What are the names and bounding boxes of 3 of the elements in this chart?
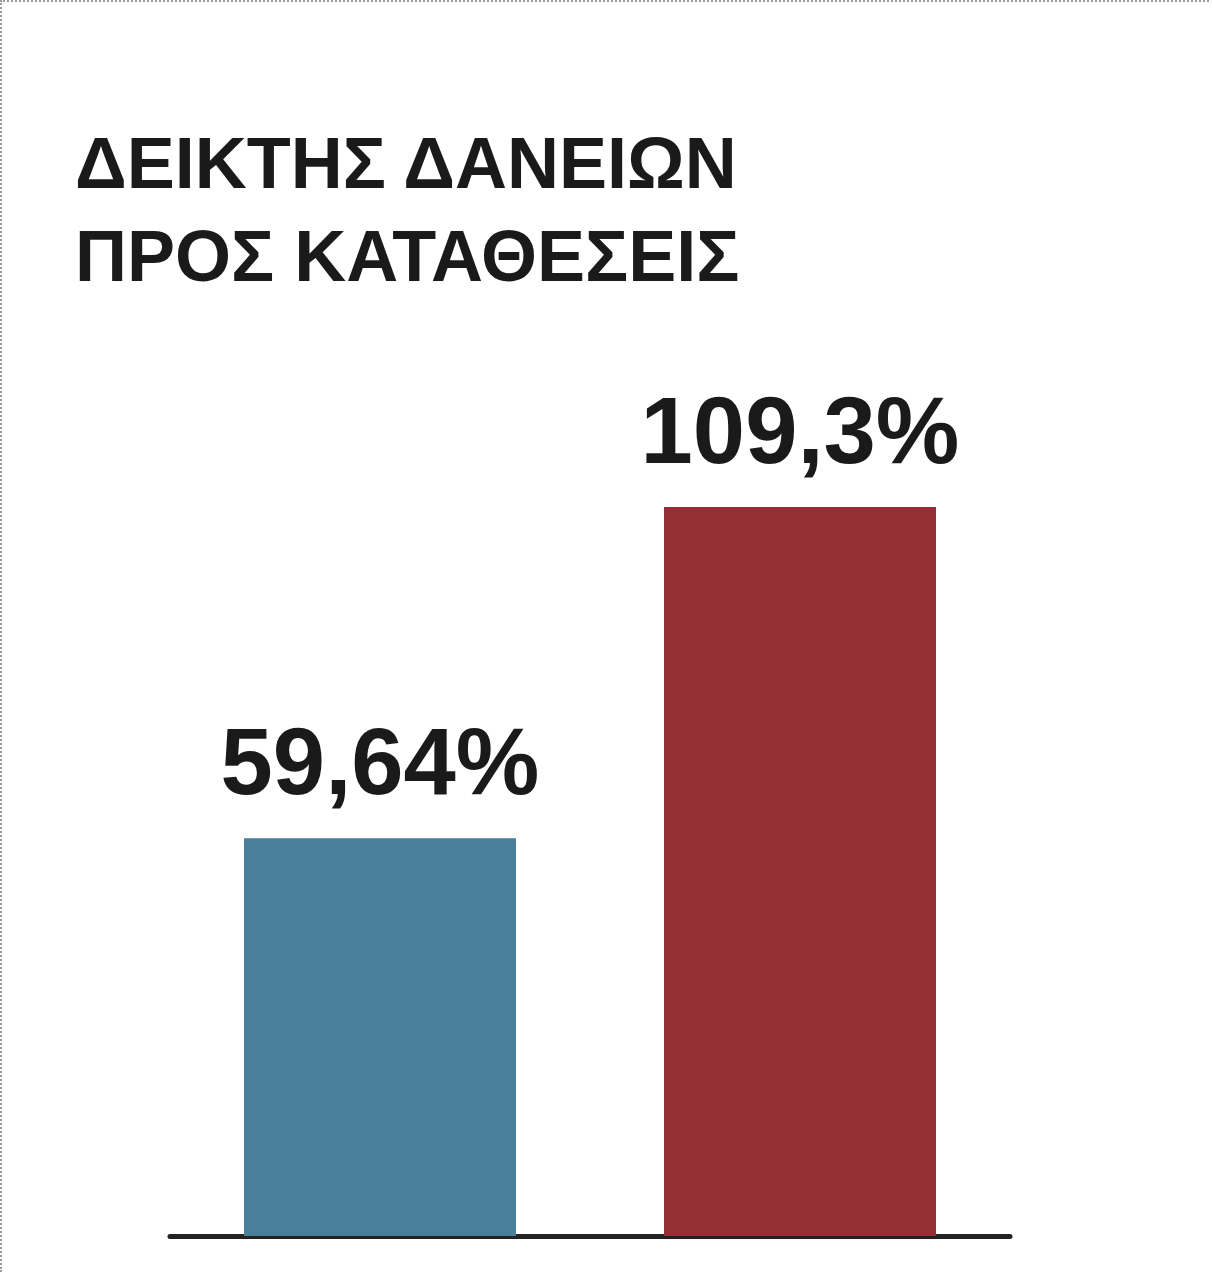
chart-title: ΔΕΙΚΤΗΣ ΔΑΝΕΙΩΝ ΠΡΟΣ ΚΑΤΑΘΕΣΕΙΣ xyxy=(75,122,740,296)
data-label: 59,64% xyxy=(220,708,540,814)
data-label: 109,3% xyxy=(640,377,960,483)
